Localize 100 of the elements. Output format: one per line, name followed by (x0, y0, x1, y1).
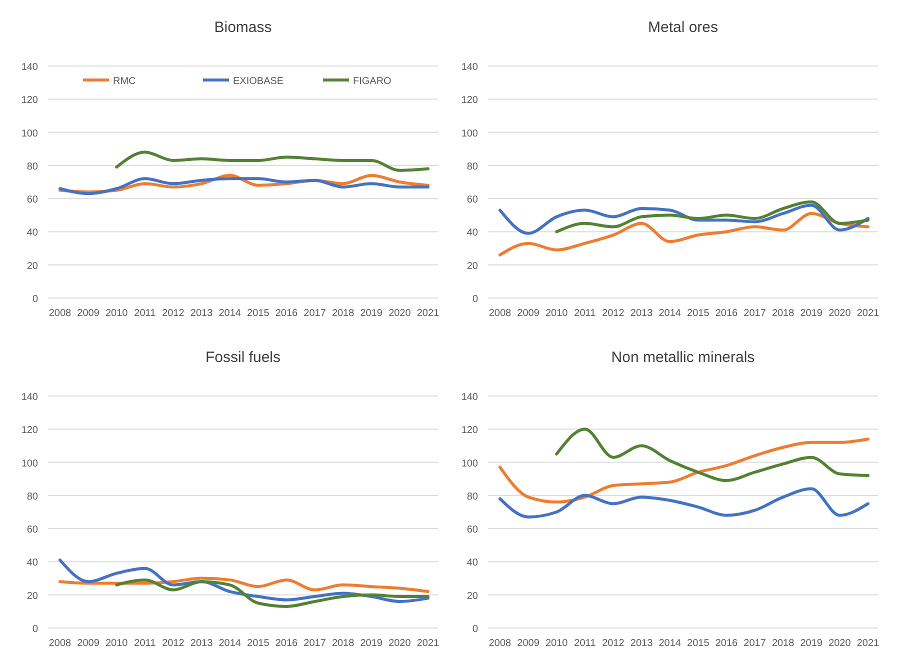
y-tick-label: 140 (21, 62, 38, 73)
line-series (498, 438, 870, 504)
x-tick-label: 2014 (658, 308, 682, 319)
x-tick-label: 2021 (416, 638, 440, 649)
y-tick-label: 120 (21, 425, 38, 436)
x-tick-label: 2013 (190, 638, 214, 649)
y-tick-label: 140 (21, 392, 38, 403)
x-tick-label: 2021 (856, 638, 880, 649)
y-tick-label: 140 (461, 62, 478, 73)
line-series (115, 150, 430, 172)
line-series (498, 204, 870, 235)
x-tick-label: 2014 (218, 638, 242, 649)
x-tick-label: 2019 (800, 638, 823, 649)
x-tick-label: 2012 (602, 638, 625, 649)
x-tick-label: 2018 (332, 308, 355, 319)
chart-title: Fossil fuels (205, 349, 281, 366)
x-tick-label: 2017 (744, 638, 766, 649)
x-tick-label: 2017 (304, 638, 326, 649)
x-tick-label: 2017 (744, 308, 766, 319)
x-tick-label: 2008 (48, 638, 72, 649)
x-tick-label: 2021 (856, 308, 880, 319)
x-tick-label: 2013 (630, 308, 654, 319)
x-tick-label: 2020 (388, 638, 412, 649)
x-tick-label: 2019 (360, 638, 383, 649)
x-tick-label: 2019 (800, 308, 823, 319)
y-tick-label: 0 (472, 294, 478, 305)
y-tick-label: 80 (466, 491, 478, 502)
x-tick-label: 2010 (105, 308, 128, 319)
y-tick-label: 0 (472, 624, 478, 635)
x-tick-label: 2016 (275, 308, 298, 319)
x-tick-label: 2013 (630, 638, 654, 649)
x-tick-label: 2017 (304, 308, 326, 319)
y-tick-label: 60 (466, 194, 478, 206)
y-tick-label: 140 (461, 392, 478, 403)
line-series (498, 212, 870, 256)
y-tick-label: 40 (466, 228, 478, 239)
y-tick-label: 100 (21, 458, 38, 470)
y-tick-label: 100 (461, 458, 478, 470)
y-tick-label: 20 (26, 260, 38, 272)
x-tick-label: 2015 (687, 308, 710, 319)
line-series (555, 428, 870, 482)
x-tick-label: 2014 (658, 638, 682, 649)
y-tick-label: 120 (461, 425, 478, 436)
x-tick-label: 2010 (545, 638, 568, 649)
chart-title: Non metallic minerals (611, 349, 755, 366)
y-tick-label: 80 (26, 491, 38, 502)
y-tick-label: 0 (32, 294, 38, 305)
y-tick-label: 60 (26, 524, 38, 536)
x-tick-label: 2020 (388, 308, 412, 319)
x-tick-label: 2015 (687, 638, 710, 649)
line-series (498, 487, 870, 518)
y-tick-label: 100 (21, 128, 38, 140)
x-tick-label: 2016 (715, 308, 738, 319)
x-tick-label: 2015 (247, 308, 270, 319)
y-tick-label: 80 (26, 161, 38, 172)
line-series (58, 576, 430, 594)
legend-label: EXIOBASE (233, 76, 284, 87)
y-tick-label: 20 (466, 260, 478, 272)
x-tick-label: 2009 (517, 638, 540, 649)
x-tick-label: 2014 (218, 308, 242, 319)
x-tick-label: 2010 (545, 308, 568, 319)
x-tick-label: 2018 (772, 308, 795, 319)
x-tick-label: 2018 (772, 638, 795, 649)
x-tick-label: 2011 (134, 308, 156, 319)
x-tick-label: 2016 (715, 638, 738, 649)
y-tick-label: 60 (466, 524, 478, 536)
x-tick-label: 2012 (602, 308, 625, 319)
x-tick-label: 2011 (574, 638, 596, 649)
y-tick-label: 60 (26, 194, 38, 206)
y-tick-label: 40 (26, 558, 38, 569)
x-tick-label: 2009 (77, 308, 100, 319)
line-series (555, 200, 870, 234)
y-tick-label: 20 (26, 590, 38, 602)
x-tick-label: 2009 (77, 638, 100, 649)
x-tick-label: 2012 (162, 638, 185, 649)
x-tick-label: 2018 (332, 638, 355, 649)
x-tick-label: 2009 (517, 308, 540, 319)
x-tick-label: 2012 (162, 308, 185, 319)
x-tick-label: 2019 (360, 308, 383, 319)
y-tick-label: 100 (461, 128, 478, 140)
y-tick-label: 120 (461, 95, 478, 106)
y-tick-label: 40 (466, 558, 478, 569)
x-tick-label: 2008 (48, 308, 72, 319)
y-tick-label: 0 (32, 624, 38, 635)
x-tick-label: 2021 (416, 308, 440, 319)
x-tick-label: 2008 (488, 638, 512, 649)
x-tick-label: 2011 (574, 308, 596, 319)
x-tick-label: 2008 (488, 308, 512, 319)
y-tick-label: 20 (466, 590, 478, 602)
x-tick-label: 2015 (247, 638, 270, 649)
chart-title: Biomass (214, 19, 272, 36)
line-series (115, 578, 430, 608)
y-tick-label: 120 (21, 95, 38, 106)
x-tick-label: 2020 (828, 638, 852, 649)
x-tick-label: 2020 (828, 308, 852, 319)
y-tick-label: 40 (26, 228, 38, 239)
legend-label: RMC (113, 76, 136, 87)
x-tick-label: 2016 (275, 638, 298, 649)
legend-label: FIGARO (353, 76, 392, 87)
x-tick-label: 2011 (134, 638, 156, 649)
